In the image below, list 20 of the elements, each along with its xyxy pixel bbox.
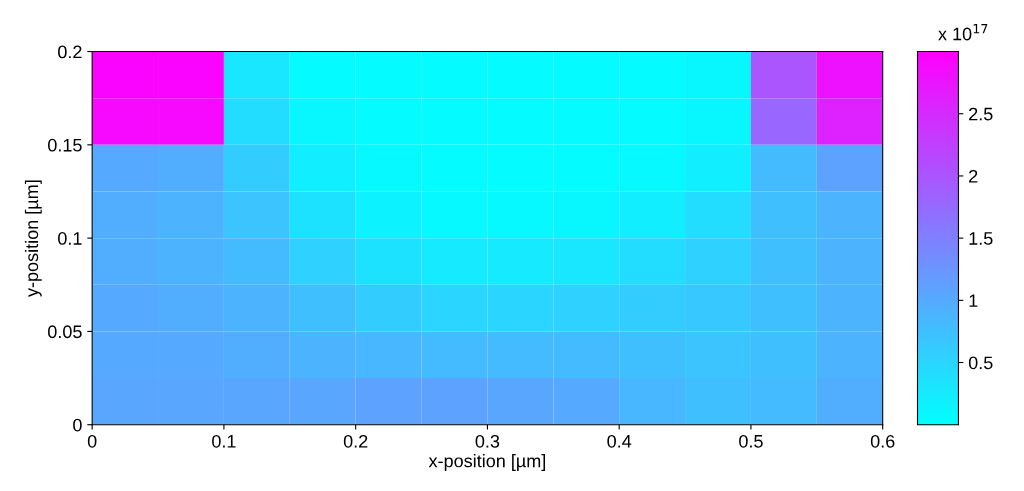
y-tick-label: 0 xyxy=(73,418,82,432)
x-tick-label: 0.1 xyxy=(212,434,236,448)
x-tick-label: 0.2 xyxy=(343,434,368,448)
color-bar-label: 2 xyxy=(969,169,978,183)
x-tick-label: 0.6 xyxy=(870,434,895,448)
color-bar-label: 0.5 xyxy=(968,356,993,370)
color-bar-title: x 10$^{17}$ xyxy=(938,24,988,41)
color-bar-label: 1.5 xyxy=(969,232,993,245)
x-tick-label: 0.3 xyxy=(475,434,500,448)
x-tick-label: 0.4 xyxy=(607,434,632,448)
x-axis-title: x-position [µm] xyxy=(428,454,546,471)
y-tick-label: 0.15 xyxy=(48,138,82,152)
y-tick-label: 0.1 xyxy=(58,232,82,245)
x-tick-label: 0 xyxy=(87,434,97,448)
x-tick-label: 0.5 xyxy=(739,434,763,448)
y-tick-label: 0.05 xyxy=(48,325,82,339)
y-axis-title: y-position [µm] xyxy=(24,180,42,297)
color-bar-label: 2.5 xyxy=(969,107,993,121)
color-bar-label: 1 xyxy=(969,294,978,307)
y-tick-label: 0.2 xyxy=(58,45,82,59)
